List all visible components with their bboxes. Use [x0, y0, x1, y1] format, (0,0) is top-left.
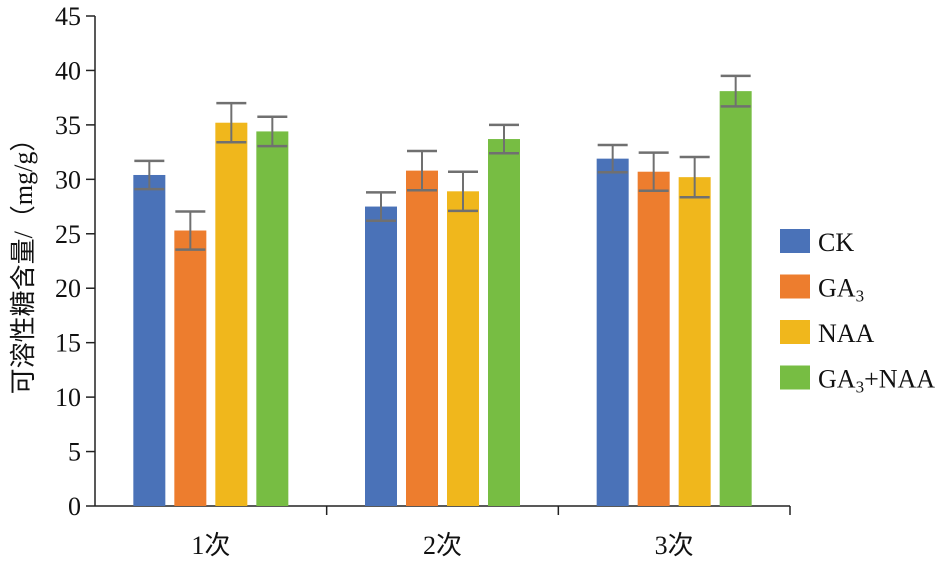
- y-tick-label: 35: [55, 111, 81, 140]
- y-tick-label: 15: [55, 329, 81, 358]
- y-tick-label: 25: [55, 220, 81, 249]
- bar-ck-3: [596, 158, 629, 506]
- legend-swatch: [780, 320, 810, 344]
- x-tick-label: 2次: [423, 531, 462, 560]
- legend-swatch: [780, 229, 810, 253]
- legend-label: GA3: [818, 274, 864, 306]
- legend-label: GA3+NAA: [818, 365, 935, 397]
- legend: CK GA3 NAA GA3+NAA: [780, 228, 935, 397]
- y-tick-label: 45: [55, 2, 81, 31]
- legend-swatch: [780, 365, 810, 390]
- y-tick-label: 40: [55, 56, 81, 85]
- bar-naa-2: [447, 191, 479, 507]
- axes: 0 5 10 15 20 25 30 35 40 45 1次 2次 3次: [55, 2, 791, 560]
- y-tick-label: 10: [55, 383, 81, 412]
- bar-ga3-2: [406, 170, 438, 506]
- bar-ga3-naa-2: [488, 139, 520, 507]
- bar-naa-3: [678, 177, 711, 506]
- bar-ga3-naa-1: [256, 131, 289, 506]
- bar-ga3-naa-3: [719, 91, 752, 506]
- legend-label: CK: [818, 228, 854, 257]
- bar-ck-1: [133, 174, 166, 506]
- y-tick-label: 20: [55, 274, 81, 303]
- legend-label: NAA: [818, 319, 875, 348]
- y-tick-label: 30: [55, 165, 81, 194]
- x-tick-label: 3次: [655, 531, 694, 560]
- y-tick-label: 5: [68, 438, 81, 467]
- bars: [133, 74, 752, 507]
- y-axis-label: 可溶性糖含量/（mg/g）: [9, 126, 38, 395]
- bar-ga3-3: [637, 171, 670, 506]
- bar-ga3-1: [174, 230, 207, 506]
- legend-swatch: [780, 274, 810, 299]
- y-tick-label: 0: [68, 492, 81, 521]
- x-tick-label: 1次: [191, 531, 230, 560]
- bar-naa-1: [215, 122, 248, 506]
- bar-ck-2: [365, 206, 397, 507]
